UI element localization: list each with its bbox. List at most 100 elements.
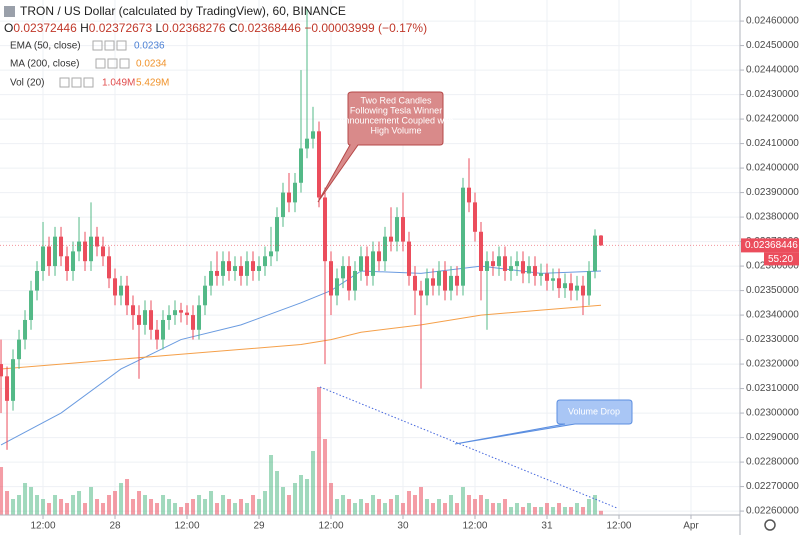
candle-body <box>472 202 477 232</box>
settings-icon[interactable] <box>764 519 776 531</box>
trend-line[interactable] <box>319 386 618 509</box>
candle-body <box>562 283 567 289</box>
volume-bar <box>526 503 531 515</box>
volume-bar <box>580 507 585 515</box>
y-tick-label: 0.02410000 <box>746 138 799 149</box>
indicator-label[interactable]: Vol (20) <box>10 78 44 89</box>
y-tick-label: 0.02340000 <box>746 310 799 321</box>
candle-body <box>269 251 274 257</box>
volume-bar <box>382 503 387 515</box>
candle-body <box>311 131 316 139</box>
candle-body <box>574 285 579 291</box>
volume-bar <box>394 495 399 515</box>
candle-body <box>382 236 387 262</box>
indicator-value: 0.0234 <box>136 59 167 70</box>
candle-body <box>251 261 256 271</box>
volume-bar <box>95 499 100 515</box>
candle-body <box>119 285 124 296</box>
volume-bar <box>233 503 238 515</box>
volume-bar <box>538 507 543 515</box>
callout-box[interactable] <box>454 399 633 445</box>
indicator-label[interactable]: MA (200, close) <box>10 59 79 70</box>
volume-bar <box>191 499 196 515</box>
volume-bar <box>227 499 232 515</box>
volume-bar <box>71 495 76 515</box>
x-tick-label: 28 <box>109 521 121 532</box>
candle-body <box>550 278 555 281</box>
candle-body <box>514 261 519 267</box>
candle-body <box>155 329 160 340</box>
volume-bar <box>179 507 184 515</box>
volume-bar <box>418 487 423 515</box>
candle-body <box>454 275 459 286</box>
candle-body <box>580 285 585 296</box>
volume-bar <box>430 503 435 515</box>
volume-bar <box>65 503 70 515</box>
candle-body <box>424 278 429 296</box>
candle-body <box>359 256 364 271</box>
volume-bar <box>424 499 429 515</box>
candle-body <box>197 305 202 330</box>
candle-body <box>161 319 166 340</box>
ohlc-part: 0.02368276 <box>162 21 226 35</box>
volume-bar <box>107 495 112 515</box>
candle-body <box>592 235 597 271</box>
candle-body <box>0 364 4 377</box>
y-tick-label: 0.02260000 <box>746 506 799 517</box>
x-tick-label: 12:00 <box>318 521 343 532</box>
volume-bar <box>508 507 513 515</box>
ohlc-part: 0.02368446 <box>238 21 302 35</box>
volume-bar <box>550 507 555 515</box>
candle-body <box>376 251 381 262</box>
candle-body <box>233 266 238 271</box>
x-tick-label: 30 <box>397 521 409 532</box>
candle-body <box>556 278 561 289</box>
y-tick-label: 0.02290000 <box>746 432 799 443</box>
volume-bar <box>347 499 352 515</box>
candle-body <box>107 256 112 279</box>
candle-body <box>347 266 352 291</box>
y-tick-label: 0.02300000 <box>746 408 799 419</box>
candle-body <box>526 266 531 274</box>
volume-bar <box>490 503 495 515</box>
volume-bar <box>149 499 154 515</box>
volume-bar <box>532 507 537 515</box>
volume-bar <box>329 483 334 515</box>
candle-body <box>77 241 82 252</box>
callout-text: High Volume <box>370 125 421 135</box>
volume-bar <box>5 491 10 515</box>
candle-body <box>11 359 16 401</box>
symbol-icon[interactable] <box>4 6 15 17</box>
y-tick-label: 0.02450000 <box>746 40 799 51</box>
volume-bar <box>478 495 483 515</box>
candle-body <box>353 270 358 291</box>
volume-bar <box>161 495 166 515</box>
volume-bar <box>155 503 160 515</box>
volume-bar <box>89 487 94 515</box>
candle-body <box>83 241 88 262</box>
indicator-icons <box>95 58 130 69</box>
candle-body <box>341 266 346 279</box>
indicator-label[interactable]: EMA (50, close) <box>10 41 81 52</box>
candle-body <box>365 256 370 276</box>
candle-body <box>29 290 34 320</box>
candle-body <box>89 236 94 262</box>
ohlc-part: −0.00003999 (−0.17%) <box>301 21 427 35</box>
ohlc-part: H <box>77 21 89 35</box>
indicator-icons <box>59 77 94 88</box>
volume-bar <box>143 495 148 515</box>
candle-body <box>520 261 525 274</box>
candle-body <box>323 197 328 262</box>
y-tick-label: 0.02280000 <box>746 457 799 468</box>
candle-body <box>430 278 435 286</box>
candle-body <box>394 217 399 242</box>
ohlc-part: 0.02372673 <box>89 21 153 35</box>
axes: 0.02260000 0.02270000 0.02280000 0.02290000… <box>31 16 800 532</box>
candle-body <box>137 315 142 325</box>
volume-bar <box>125 479 130 515</box>
volume-bar <box>448 495 453 515</box>
volume-bar <box>335 499 340 515</box>
candle-body <box>143 310 148 325</box>
volume-bar <box>251 495 256 515</box>
callout-box[interactable] <box>317 91 444 203</box>
